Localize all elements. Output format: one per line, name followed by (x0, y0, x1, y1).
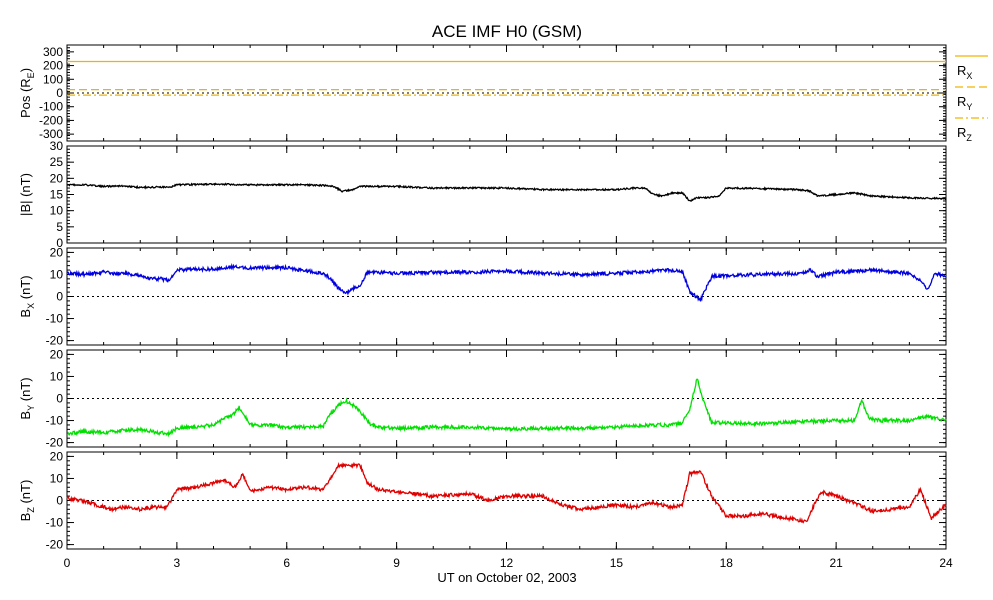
x-tick-label: 18 (720, 556, 734, 570)
x-tick-label: 21 (829, 556, 843, 570)
legend-label: RZ (957, 125, 972, 143)
y-tick-label: 0 (56, 236, 63, 250)
y-tick-label: -300 (39, 127, 63, 141)
series-line-bt (66, 182, 947, 202)
y-tick-label: 0 (56, 86, 63, 100)
legend-label: RX (957, 63, 972, 81)
y-axis-label: BY (nT) (18, 377, 36, 419)
y-tick-label: 10 (50, 369, 64, 383)
y-tick-label: -20 (46, 538, 64, 552)
y-tick-label: 0 (56, 392, 63, 406)
x-tick-label: 15 (610, 556, 624, 570)
y-tick-label: -20 (46, 436, 64, 450)
series-line-by (66, 378, 947, 438)
y-tick-label: 20 (50, 347, 64, 361)
y-tick-label: 15 (50, 188, 64, 202)
y-tick-label: -200 (39, 113, 63, 127)
y-tick-label: 100 (43, 72, 63, 86)
y-tick-label: -10 (46, 516, 64, 530)
y-tick-label: -10 (46, 414, 64, 428)
y-tick-label: 200 (43, 59, 63, 73)
y-tick-label: 25 (50, 155, 64, 169)
y-axis-label: |B| (nT) (18, 173, 33, 216)
y-tick-label: 20 (50, 245, 64, 259)
chart-title: ACE IMF H0 (GSM) (432, 22, 582, 41)
x-tick-label: 0 (64, 556, 71, 570)
series-line-bz (66, 461, 947, 524)
y-tick-label: 20 (50, 449, 64, 463)
x-tick-label: 24 (939, 556, 953, 570)
y-tick-label: 20 (50, 171, 64, 185)
y-tick-label: 0 (56, 290, 63, 304)
y-axis-label: Pos (RE) (18, 68, 36, 118)
x-tick-label: 12 (500, 556, 514, 570)
y-tick-label: 0 (56, 494, 63, 508)
legend: RX RY RZ (955, 55, 988, 143)
legend-label: RY (957, 94, 972, 112)
series-line-bx (66, 263, 947, 302)
y-tick-label: 10 (50, 267, 64, 281)
panel-bz: 20 10 0 -10 -20 BZ (nT) (18, 449, 947, 552)
y-tick-label: -10 (46, 312, 64, 326)
y-axis-label: BZ (nT) (18, 480, 36, 522)
y-tick-label: 10 (50, 204, 64, 218)
x-axis-label: UT on October 02, 2003 (437, 570, 576, 585)
panel-bt: 30 25 20 15 10 5 0 |B| (nT) (18, 139, 947, 250)
y-tick-label: 300 (43, 45, 63, 59)
x-tick-label: 6 (283, 556, 290, 570)
y-tick-label: 10 (50, 471, 64, 485)
y-tick-label: -20 (46, 334, 64, 348)
panel-by: 20 10 0 -10 -20 BY (nT) (18, 347, 947, 450)
x-tick-label: 9 (393, 556, 400, 570)
x-tick-label: 3 (174, 556, 181, 570)
y-tick-label: 30 (50, 139, 64, 153)
panel-bx: 20 10 0 -10 -20 BX (nT) (18, 245, 947, 348)
y-axis-label: BX (nT) (18, 275, 36, 317)
y-tick-label: 5 (56, 220, 63, 234)
y-tick-label: -100 (39, 100, 63, 114)
